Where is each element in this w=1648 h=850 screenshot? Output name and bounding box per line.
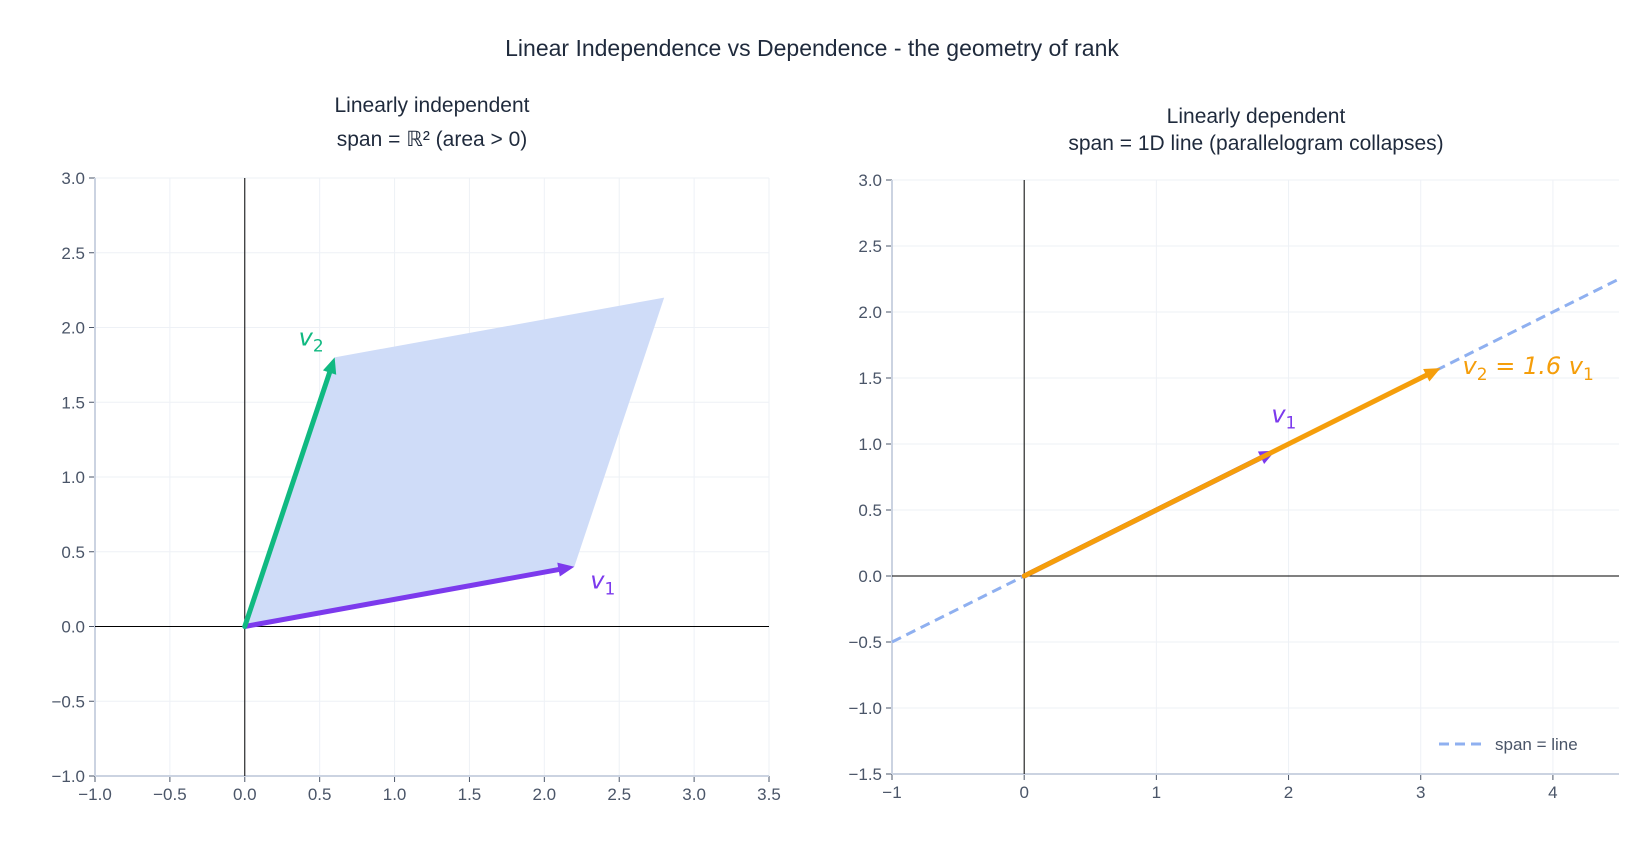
- x-tick-label: 0.0: [233, 785, 257, 804]
- x-tick-label: 2: [1284, 783, 1293, 802]
- y-tick-label: −1.0: [848, 699, 882, 718]
- figure-title: Linear Independence vs Dependence - the …: [505, 35, 1119, 61]
- right-title-line1: Linearly dependent: [1167, 105, 1346, 128]
- x-tick-label: 4: [1548, 783, 1557, 802]
- vector-v2-arrowhead: [322, 357, 337, 375]
- legend-label: span = line: [1495, 735, 1578, 754]
- y-tick-label: −1.5: [848, 765, 882, 784]
- x-tick-label: 1.5: [458, 785, 482, 804]
- left-title-line2: span = ℝ² (area > 0): [337, 128, 528, 151]
- x-tick-label: 2.5: [607, 785, 631, 804]
- y-tick-label: 0.0: [61, 618, 85, 637]
- y-tick-label: −0.5: [848, 633, 882, 652]
- right-title-line2: span = 1D line (parallelogram collapses): [1068, 132, 1443, 155]
- vector-v1-label: v1: [590, 567, 615, 600]
- x-tick-label: −0.5: [153, 785, 187, 804]
- x-tick-label: 0: [1019, 783, 1028, 802]
- y-tick-label: 1.0: [858, 435, 882, 454]
- x-tick-label: 3.0: [682, 785, 706, 804]
- left-plot: −1.0 −0.5 0.0 0.5 1.0 1.5 2.0 2.5 3.0 3.5 −1.0 −0.5…: [51, 169, 780, 804]
- vector-v2-arrowhead: [1423, 368, 1441, 382]
- x-tick-label: 0.5: [308, 785, 332, 804]
- span-parallelogram: [244, 297, 665, 627]
- x-tick-label: 3.5: [757, 785, 781, 804]
- y-tick-label: 2.0: [858, 303, 882, 322]
- y-tick-label: −1.0: [51, 767, 85, 786]
- y-tick-label: 0.5: [61, 543, 85, 562]
- y-tick-label: 3.0: [61, 169, 85, 188]
- left-title-line1: Linearly independent: [335, 94, 530, 117]
- y-tick-label: 1.0: [61, 468, 85, 487]
- x-tick-label: 1.0: [383, 785, 407, 804]
- x-tick-label: 3: [1416, 783, 1425, 802]
- y-tick-label: −0.5: [51, 692, 85, 711]
- y-tick-label: 0.5: [858, 501, 882, 520]
- vector-v1-shaft: [242, 567, 562, 629]
- x-tick-label: 2.0: [533, 785, 557, 804]
- y-tick-label: 0.0: [858, 567, 882, 586]
- y-tick-label: 2.5: [61, 244, 85, 263]
- vector-v2-label: v2 = 1.6 v1: [1463, 352, 1594, 385]
- vector-v1-label: v1: [1271, 401, 1296, 434]
- y-tick-label: 3.0: [858, 171, 882, 190]
- y-tick-label: 2.5: [858, 237, 882, 256]
- vector-v2-shaft: [242, 370, 333, 629]
- x-tick-label: 1: [1152, 783, 1161, 802]
- vector-v2-shaft: [1021, 372, 1429, 579]
- right-plot: −1 0 1 2 3 4 −1.5 −1.0 −0.5 0.0 0.5 1.0 1.5 2.0 2.5 3.0…: [848, 171, 1620, 802]
- y-tick-label: 1.5: [61, 393, 85, 412]
- x-tick-label: −1.0: [78, 785, 112, 804]
- x-tick-label: −1: [882, 783, 901, 802]
- y-tick-label: 1.5: [858, 369, 882, 388]
- y-tick-label: 2.0: [61, 319, 85, 338]
- vector-v1-arrowhead: [557, 562, 575, 577]
